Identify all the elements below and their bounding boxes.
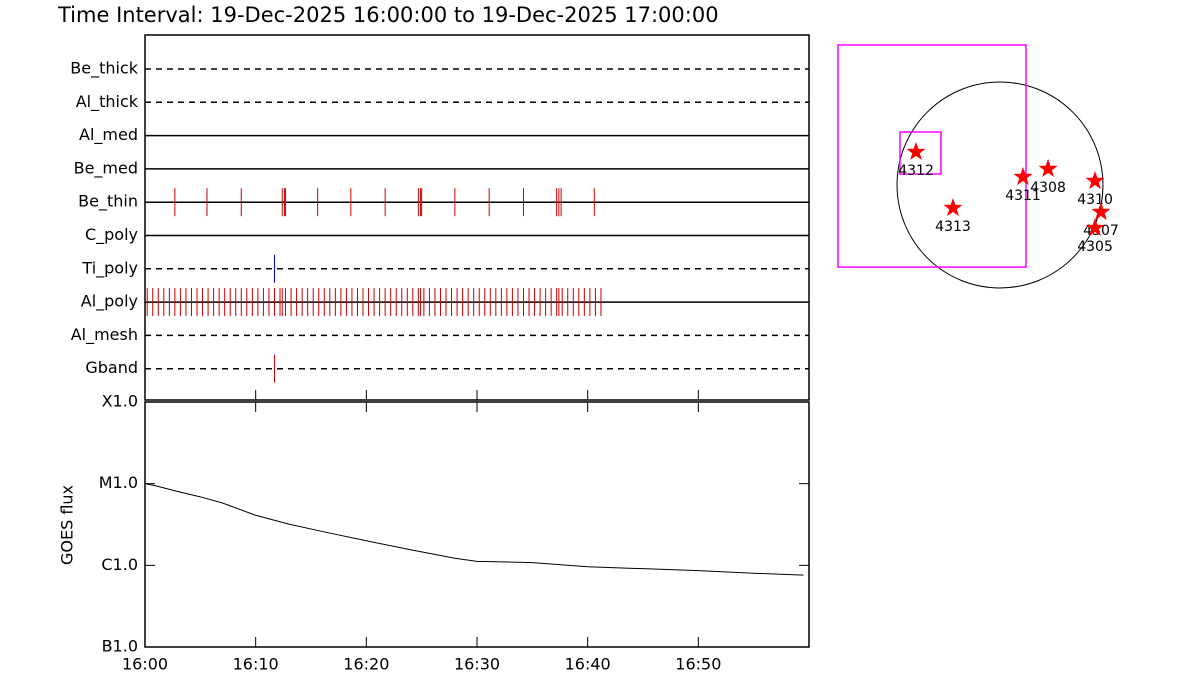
- solar-limb: [896, 81, 1104, 289]
- x-tick-label: 16:00: [122, 655, 168, 674]
- region-label: 4311: [1005, 188, 1041, 204]
- y-axis-label: GOES flux: [58, 485, 77, 565]
- row-label: C_poly: [85, 225, 138, 245]
- region-label: 4310: [1077, 192, 1113, 208]
- region-star: [1085, 171, 1105, 190]
- chart-title: Time Interval: 19-Dec-2025 16:00:00 to 1…: [57, 3, 719, 27]
- row-label: Ti_poly: [81, 258, 138, 278]
- timeline-frame: [144, 34, 810, 401]
- row-label: Al_thick: [76, 92, 139, 112]
- row-label: Gband: [85, 358, 138, 377]
- region-label: 4305: [1077, 239, 1113, 255]
- row-label: Be_thick: [70, 59, 138, 79]
- fov-box: [837, 44, 1027, 268]
- y-tick-label: B1.0: [102, 637, 138, 656]
- row-label: Al_poly: [81, 292, 138, 312]
- region-label: 4313: [935, 219, 971, 235]
- region-star: [1038, 158, 1058, 177]
- row-label: Be_thin: [78, 192, 138, 212]
- y-tick-label: X1.0: [102, 392, 138, 411]
- goes-frame: [144, 401, 810, 648]
- y-tick-label: C1.0: [101, 555, 138, 574]
- x-tick-label: 16:30: [454, 655, 500, 674]
- x-tick-label: 16:40: [565, 655, 611, 674]
- x-tick-label: 16:50: [675, 655, 721, 674]
- row-label: Be_med: [74, 158, 138, 178]
- x-tick-label: 16:20: [343, 655, 389, 674]
- y-tick-label: M1.0: [99, 473, 138, 492]
- region-star: [1085, 218, 1105, 237]
- region-star: [1013, 167, 1033, 186]
- region-star: [906, 141, 926, 160]
- x-tick-label: 16:10: [233, 655, 279, 674]
- region-label: 4312: [898, 163, 934, 179]
- region-star: [1091, 202, 1111, 221]
- fov-box: [899, 131, 942, 175]
- region-star: [943, 198, 963, 217]
- goes-line: [144, 483, 804, 576]
- row-label: Al_mesh: [71, 325, 138, 345]
- region-label: 4308: [1030, 180, 1066, 196]
- row-label: Al_med: [79, 125, 138, 145]
